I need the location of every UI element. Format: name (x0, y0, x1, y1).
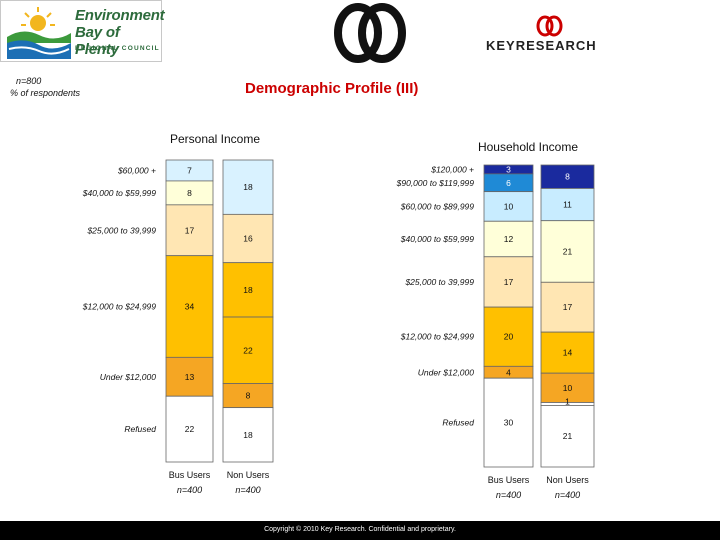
landscape-logo-icon (5, 5, 71, 59)
data-label: 18 (243, 430, 253, 440)
bar-segment (165, 356, 214, 397)
page-title: Demographic Profile (III) (245, 80, 419, 97)
segment-label: $12,000 to $24,999 (400, 332, 475, 342)
data-label: 30 (504, 418, 514, 428)
data-label: 17 (504, 277, 514, 287)
copyright-text: Copyright © 2010 Key Research. Confident… (264, 526, 456, 533)
bar-segment (483, 256, 534, 308)
bar-segment (483, 191, 534, 222)
data-label: 21 (563, 431, 573, 441)
segment-label: $25,000 to 39,999 (86, 225, 156, 235)
x-tick-label: Non Users (546, 475, 589, 485)
bar-segment (165, 204, 214, 257)
data-label: 7 (187, 165, 192, 175)
data-label: 8 (565, 172, 570, 182)
data-label: 12 (504, 234, 514, 244)
data-label: 18 (243, 182, 253, 192)
org-name-line3: REGIONAL COUNCIL (75, 45, 160, 52)
segment-label: $60,000 to $89,999 (400, 201, 475, 211)
bar-segment (222, 407, 274, 463)
bar-segment (540, 281, 595, 333)
sample-size-note: n=800 (16, 76, 42, 86)
segment-label: $90,000 to $119,999 (396, 178, 475, 188)
data-label: 16 (243, 234, 253, 244)
segment-label: $12,000 to $24,999 (82, 302, 157, 312)
bar-segment (483, 306, 534, 367)
bar-segment (222, 159, 274, 215)
bar-segment (165, 395, 214, 463)
keyresearch-rings-icon (536, 15, 563, 37)
data-label: 20 (504, 332, 514, 342)
data-label: 22 (243, 345, 253, 355)
bar-segment (222, 316, 274, 384)
sample-size-label: n=400 (555, 490, 580, 500)
data-label: 13 (185, 372, 195, 382)
segment-label: $40,000 to $59,999 (400, 234, 475, 244)
segment-label: $25,000 to 39,999 (404, 277, 474, 287)
footer-bar: Copyright © 2010 Key Research. Confident… (0, 521, 720, 540)
x-tick-label: Bus Users (169, 470, 211, 480)
sample-size-label: n=400 (496, 490, 521, 500)
data-label: 8 (246, 391, 251, 401)
sample-size-label: n=400 (235, 485, 260, 495)
data-label: 8 (187, 188, 192, 198)
data-label: 14 (563, 348, 573, 358)
segment-label: Under $12,000 (418, 367, 475, 377)
sample-size-label: n=400 (177, 485, 202, 495)
segment-label: $40,000 to $59,999 (82, 188, 157, 198)
segment-label: Refused (124, 424, 156, 434)
data-label: 17 (563, 302, 573, 312)
x-tick-label: Bus Users (488, 475, 530, 485)
data-label: 18 (243, 285, 253, 295)
data-label: 10 (504, 201, 514, 211)
bar-segment (222, 383, 274, 409)
data-label: 1 (565, 396, 570, 406)
bar-segment (222, 262, 274, 318)
environment-bop-logo: Environment Bay of Plenty REGIONAL COUNC… (0, 0, 165, 62)
rings-logo-icon (334, 3, 406, 63)
org-name-line2: Bay of Plenty (75, 24, 120, 58)
org-name-line1: Environment (75, 7, 165, 24)
data-label: 34 (185, 302, 195, 312)
data-label: 11 (563, 200, 572, 210)
data-label: 6 (506, 178, 511, 188)
segment-label: $120,000 + (430, 164, 474, 174)
bar-segment (540, 188, 595, 222)
bar-segment (540, 372, 595, 403)
data-label: 17 (185, 225, 195, 235)
segment-label: Under $12,000 (100, 372, 157, 382)
bar-segment (483, 377, 534, 468)
brand-name: KEYRESEARCH (486, 38, 597, 53)
data-label: 22 (185, 424, 195, 434)
data-label: 10 (563, 383, 573, 393)
chart-title: Personal Income (170, 132, 260, 146)
data-label: 3 (506, 164, 511, 174)
data-label: 21 (563, 246, 573, 256)
bar-segment (540, 405, 595, 468)
bar-segment (540, 331, 595, 374)
units-note: % of respondents (10, 88, 81, 98)
chart-title: Household Income (478, 140, 578, 154)
x-tick-label: Non Users (227, 470, 270, 480)
segment-label: Refused (442, 418, 474, 428)
bar-segment (540, 220, 595, 283)
data-label: 4 (506, 367, 511, 377)
income-charts: Personal Income 7 $60,000 + 8 $40,000 to $59… (82, 132, 595, 500)
segment-label: $60,000 + (117, 165, 156, 175)
